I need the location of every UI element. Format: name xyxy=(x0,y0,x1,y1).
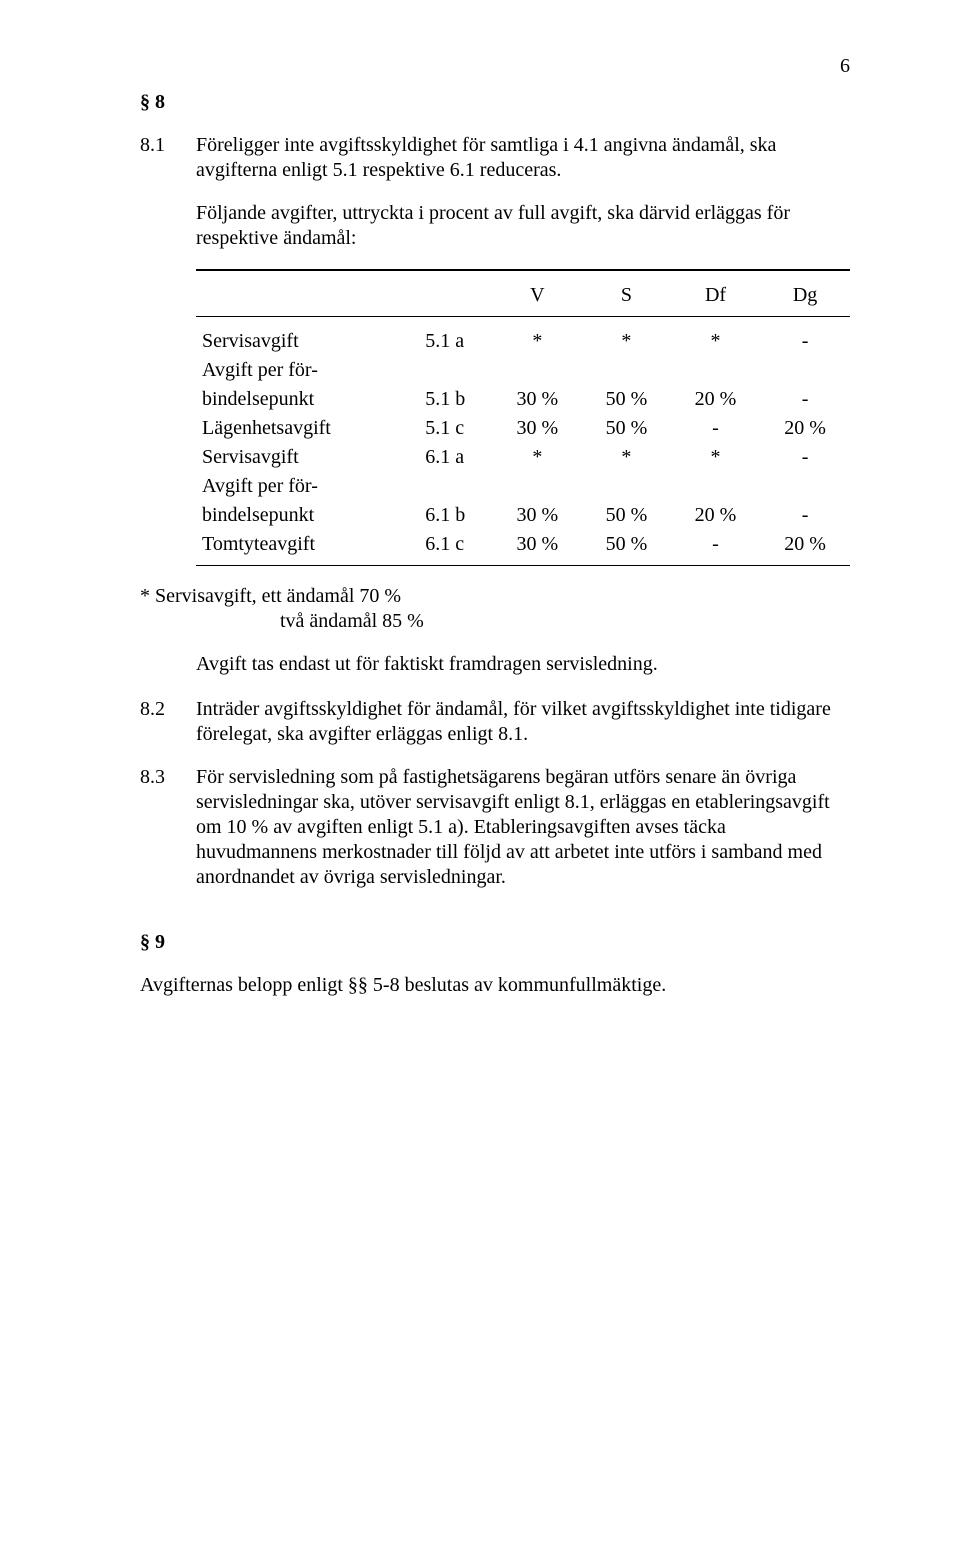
cell-s: * xyxy=(582,443,671,472)
cell-v xyxy=(493,472,582,501)
cell-v: * xyxy=(493,443,582,472)
page: 6 § 8 8.1 Föreligger inte avgiftsskyldig… xyxy=(0,0,960,1544)
cell-dg xyxy=(760,356,850,385)
paragraph-text: För servisledning som på fastighetsägare… xyxy=(196,765,850,890)
rule-row xyxy=(196,317,850,328)
cell-df: * xyxy=(671,443,760,472)
cell-code: 5.1 c xyxy=(419,414,493,443)
cell-label: Lägenhetsavgift xyxy=(196,414,419,443)
cell-dg: - xyxy=(760,443,850,472)
cell-df: - xyxy=(671,414,760,443)
cell-code xyxy=(419,472,493,501)
col-header-dg: Dg xyxy=(760,275,850,317)
paragraph-number: 8.3 xyxy=(140,765,196,790)
table-row: Tomtyteavgift 6.1 c 30 % 50 % - 20 % xyxy=(196,530,850,559)
cell-label: Servisavgift xyxy=(196,327,419,356)
cell-v: 30 % xyxy=(493,385,582,414)
paragraph-number: 8.2 xyxy=(140,697,196,722)
cell-dg: 20 % xyxy=(760,414,850,443)
cell-s: 50 % xyxy=(582,530,671,559)
cell-df xyxy=(671,356,760,385)
fee-table: V S Df Dg Servisavgift 5.1 a * * * - Avg… xyxy=(196,269,850,559)
col-header-df: Df xyxy=(671,275,760,317)
paragraph-8-1: 8.1 Föreligger inte avgiftsskyldighet fö… xyxy=(140,133,850,183)
cell-v: * xyxy=(493,327,582,356)
table-row: bindelsepunkt 6.1 b 30 % 50 % 20 % - xyxy=(196,501,850,530)
cell-label: Servisavgift xyxy=(196,443,419,472)
table-row: Servisavgift 6.1 a * * * - xyxy=(196,443,850,472)
cell-df: - xyxy=(671,530,760,559)
cell-s: 50 % xyxy=(582,414,671,443)
cell-label: Avgift per för- xyxy=(196,356,419,385)
cell-v: 30 % xyxy=(493,414,582,443)
table-row: Lägenhetsavgift 5.1 c 30 % 50 % - 20 % xyxy=(196,414,850,443)
cell-code: 5.1 a xyxy=(419,327,493,356)
paragraph-8-3: 8.3 För servisledning som på fastighetsä… xyxy=(140,765,850,890)
cell-dg xyxy=(760,472,850,501)
cell-code: 6.1 b xyxy=(419,501,493,530)
cell-dg: - xyxy=(760,327,850,356)
cell-df xyxy=(671,472,760,501)
fee-table-wrap: V S Df Dg Servisavgift 5.1 a * * * - Avg… xyxy=(196,269,850,559)
paragraph-text: Inträder avgiftsskyldighet för ändamål, … xyxy=(196,697,850,747)
cell-code: 6.1 c xyxy=(419,530,493,559)
paragraph-number: 8.1 xyxy=(140,133,196,158)
section-9-heading: § 9 xyxy=(140,930,850,955)
col-header-s: S xyxy=(582,275,671,317)
cell-s: 50 % xyxy=(582,385,671,414)
footnote-rule xyxy=(196,565,850,566)
col-header-v: V xyxy=(493,275,582,317)
cell-s: * xyxy=(582,327,671,356)
cell-s xyxy=(582,472,671,501)
paragraph-8-2: 8.2 Inträder avgiftsskyldighet för ändam… xyxy=(140,697,850,747)
cell-dg: 20 % xyxy=(760,530,850,559)
cell-dg: - xyxy=(760,501,850,530)
cell-code: 5.1 b xyxy=(419,385,493,414)
cell-dg: - xyxy=(760,385,850,414)
section-8-heading: § 8 xyxy=(140,90,850,115)
table-row: Avgift per för- xyxy=(196,472,850,501)
cell-code xyxy=(419,356,493,385)
table-row: Servisavgift 5.1 a * * * - xyxy=(196,327,850,356)
cell-df: 20 % xyxy=(671,385,760,414)
footnote-line-1: * Servisavgift, ett ändamål 70 % xyxy=(140,584,850,609)
table-header-row: V S Df Dg xyxy=(196,275,850,317)
table-row: bindelsepunkt 5.1 b 30 % 50 % 20 % - xyxy=(196,385,850,414)
cell-label: Tomtyteavgift xyxy=(196,530,419,559)
cell-df: * xyxy=(671,327,760,356)
paragraph-text: Föreligger inte avgiftsskyldighet för sa… xyxy=(196,133,850,183)
cell-v xyxy=(493,356,582,385)
footnote: * Servisavgift, ett ändamål 70 % två änd… xyxy=(140,584,850,634)
after-footnote-text: Avgift tas endast ut för faktiskt framdr… xyxy=(196,652,850,677)
cell-label: bindelsepunkt xyxy=(196,385,419,414)
table-row: Avgift per för- xyxy=(196,356,850,385)
table-intro: Följande avgifter, uttryckta i procent a… xyxy=(196,201,850,251)
cell-label: bindelsepunkt xyxy=(196,501,419,530)
section-9-text: Avgifternas belopp enligt §§ 5-8 besluta… xyxy=(140,973,850,998)
cell-s: 50 % xyxy=(582,501,671,530)
cell-v: 30 % xyxy=(493,530,582,559)
cell-label: Avgift per för- xyxy=(196,472,419,501)
footnote-line-2: två ändamål 85 % xyxy=(280,609,850,634)
cell-v: 30 % xyxy=(493,501,582,530)
cell-df: 20 % xyxy=(671,501,760,530)
cell-s xyxy=(582,356,671,385)
page-number: 6 xyxy=(840,54,850,79)
cell-code: 6.1 a xyxy=(419,443,493,472)
